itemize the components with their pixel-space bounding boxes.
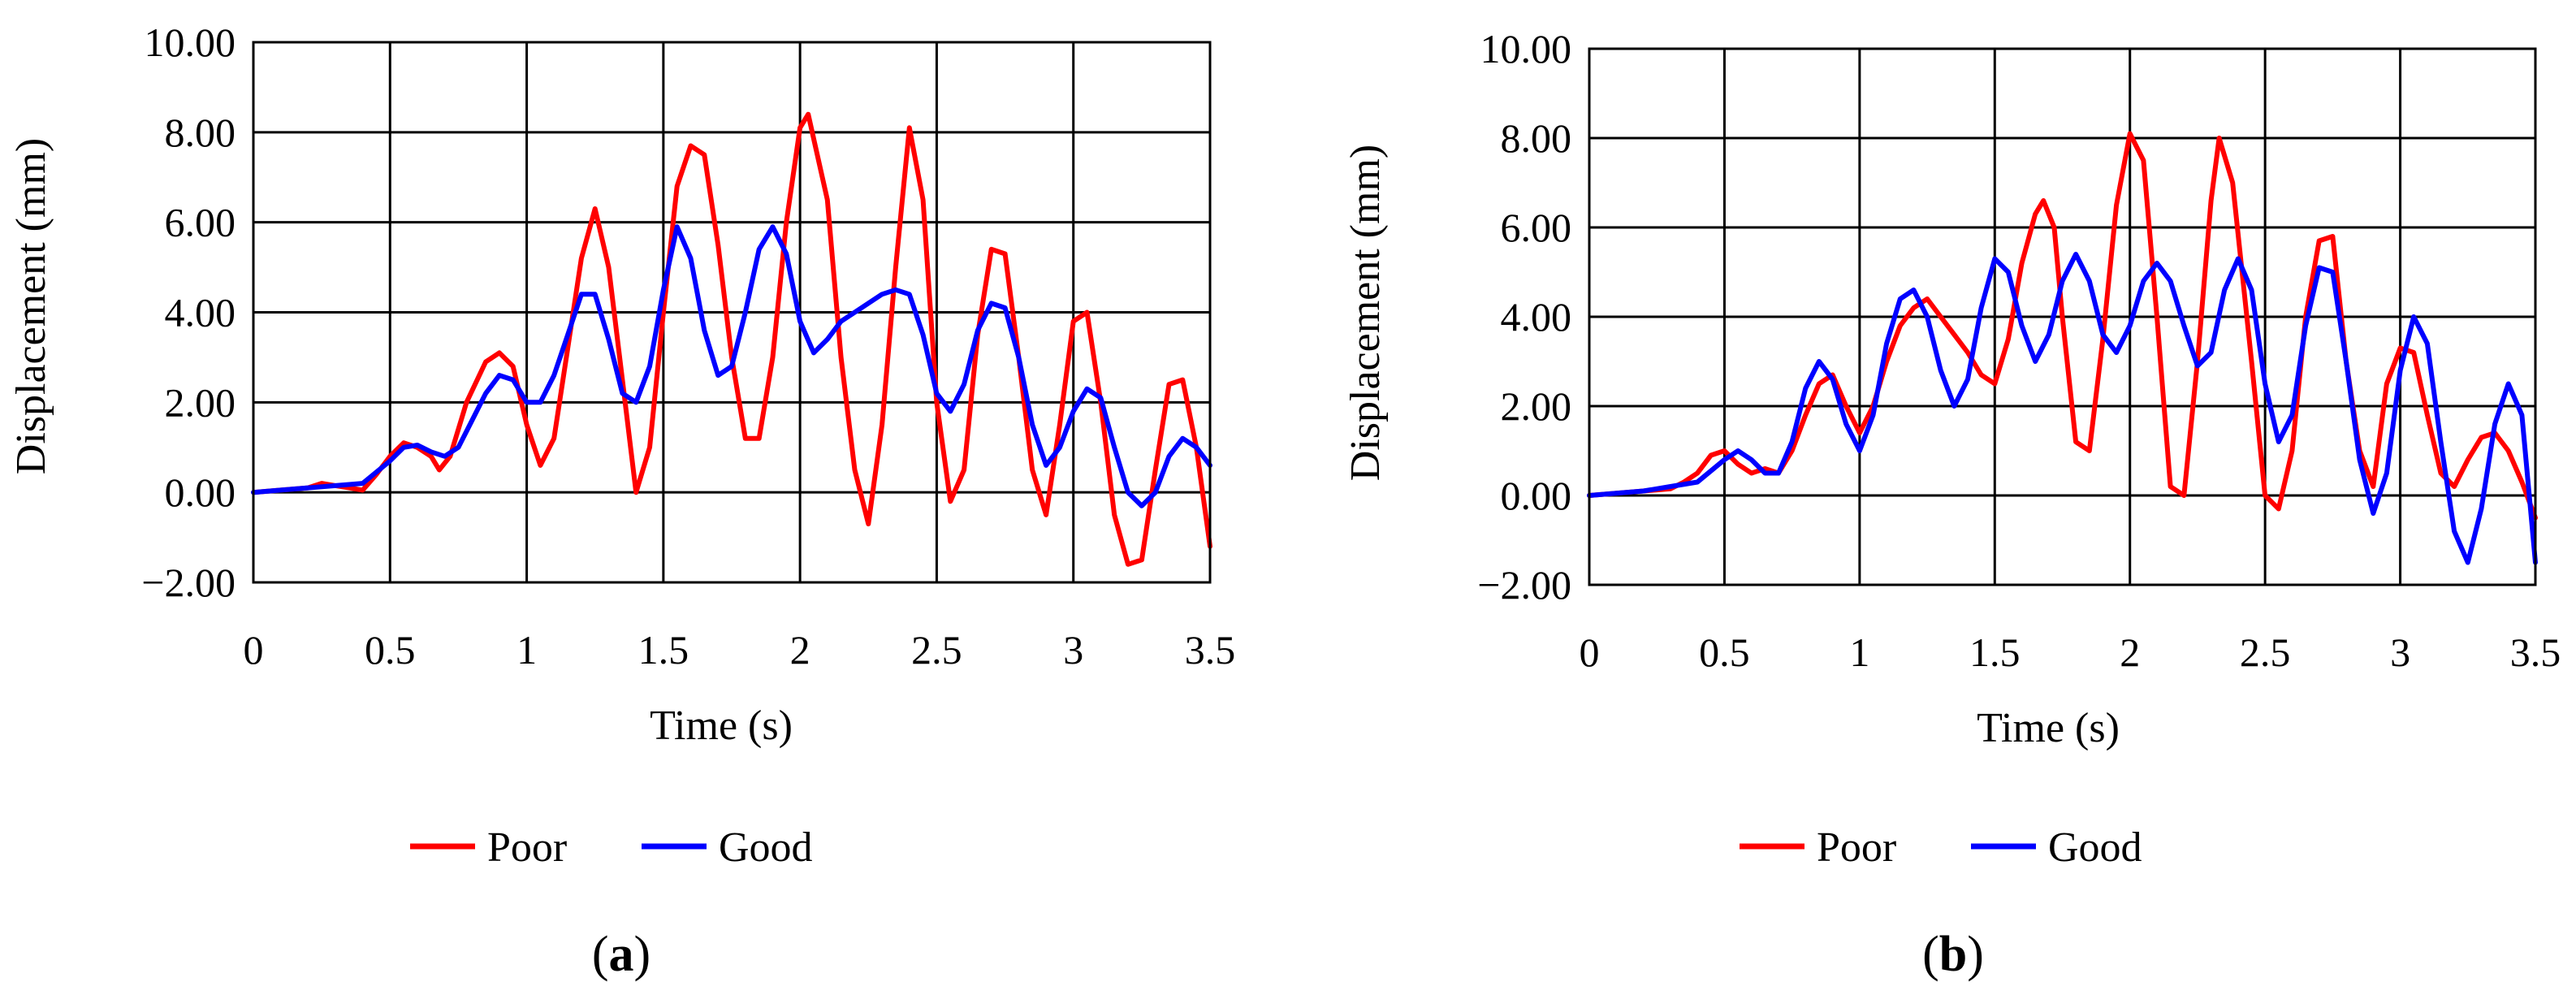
y-tick-label: 2.00 [1501,383,1572,429]
y-tick-label: 2.00 [165,379,236,425]
legend: Poor Good [1740,824,2142,871]
x-tick-label: 0.5 [365,627,416,673]
plot-lines [251,111,1212,567]
x-tick-label: 1 [516,627,537,673]
series-line-good [251,224,1212,508]
legend-label-good: Good [2048,824,2142,871]
x-tick-label: 0 [1580,629,1600,675]
x-tick-label: 3 [2390,629,2410,675]
y-tick-label: 10.00 [145,19,236,65]
x-tick-label: 3.5 [1185,627,1236,673]
y-tick-label: 0.00 [1501,473,1572,518]
y-tick-label: 4.00 [165,290,236,335]
x-tick-label: 2.5 [2240,629,2291,675]
y-tick-label: 6.00 [165,200,236,245]
y-tick-label: 4.00 [1501,294,1572,340]
y-axis-title: Displacement (mm) [1342,145,1389,481]
plot-frame [252,41,1212,584]
x-tick-labels: 0 0.5 1 1.5 2 2.5 3 3.5 [1580,629,2561,675]
series-line-poor [1587,131,2538,521]
x-tick-label: 3.5 [2510,629,2561,675]
x-tick-label: 2.5 [911,627,962,673]
legend: Poor Good [410,824,813,871]
y-tick-label: 10.00 [1480,26,1572,71]
y-tick-label: 8.00 [1501,115,1572,161]
legend-label-poor: Poor [1817,824,1896,871]
x-axis-title: Time (s) [650,703,793,749]
y-axis-title: Displacement (mm) [8,138,54,474]
x-tick-labels: 0 0.5 1 1.5 2 2.5 3 3.5 [244,627,1236,673]
legend-label-good: Good [719,824,813,871]
y-tick-label: 0.00 [165,469,236,515]
x-tick-label: 3 [1063,627,1083,673]
gridlines [252,41,1212,584]
x-tick-label: 1 [1849,629,1869,675]
y-tick-label: −2.00 [141,560,236,605]
panel-caption: (a) [592,927,650,982]
y-tick-label: 8.00 [165,110,236,155]
panel-caption: (b) [1922,927,1984,982]
y-tick-labels: −2.00 0.00 2.00 4.00 6.00 8.00 10.00 [1477,26,1571,608]
legend-label-poor: Poor [487,824,567,871]
y-tick-labels: −2.00 0.00 2.00 4.00 6.00 8.00 10.00 [141,19,236,605]
x-tick-label: 2 [790,627,810,673]
y-tick-label: −2.00 [1477,562,1571,608]
y-tick-label: 6.00 [1501,205,1572,250]
chart-panel-a: Displacement (mm) −2.00 0.00 2.00 4.00 6… [8,19,1235,982]
x-tick-label: 1.5 [1969,629,2021,675]
series-line-good [1587,252,2538,565]
series-line-poor [251,111,1212,567]
x-tick-label: 0 [244,627,264,673]
plot-frame [1588,47,2537,586]
x-tick-label: 1.5 [638,627,689,673]
x-tick-label: 0.5 [1699,629,1750,675]
plot-lines [1587,131,2538,565]
chart-panel-b: Displacement (mm) −2.00 0.00 2.00 4.00 6… [1342,26,2561,982]
x-tick-label: 2 [2120,629,2140,675]
x-axis-title: Time (s) [1977,705,2120,751]
